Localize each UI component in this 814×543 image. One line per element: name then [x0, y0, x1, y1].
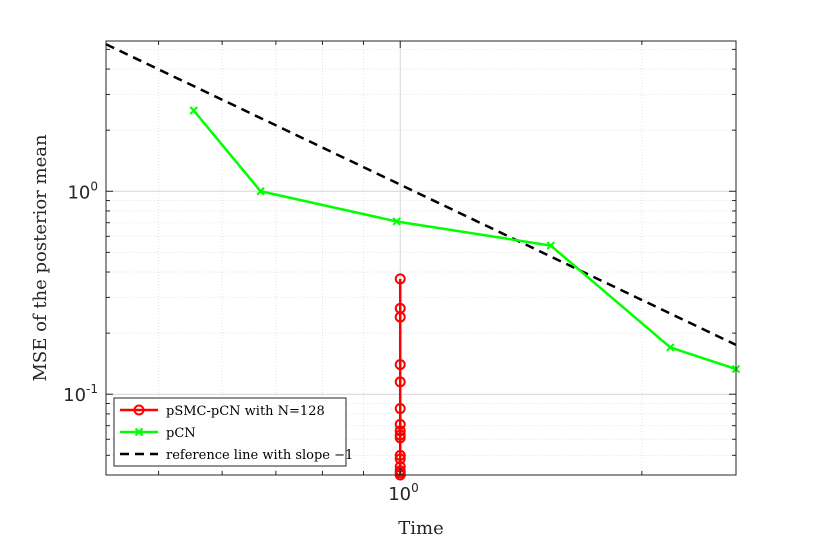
tick-marks	[106, 41, 736, 475]
series-line	[106, 43, 736, 347]
marker-stroke	[189, 106, 198, 115]
legend-label: reference line with slope −1	[166, 448, 353, 463]
y-axis-title: MSE of the posterior mean	[30, 134, 51, 382]
marker-stroke	[134, 427, 144, 437]
legend-marker	[133, 404, 145, 416]
plot-frame	[105, 40, 737, 476]
data-point	[666, 343, 675, 352]
data-point	[394, 376, 406, 388]
x-tick-label: 100	[388, 481, 419, 505]
legend-label: pCN	[166, 426, 196, 441]
data-point	[256, 187, 265, 196]
data-point	[394, 453, 406, 465]
data-point	[394, 403, 406, 415]
marker-stroke	[546, 241, 555, 250]
marker-stroke	[666, 343, 675, 352]
data-point	[392, 217, 401, 226]
data-point	[394, 273, 406, 285]
data-point	[394, 311, 406, 323]
x-axis-title: Time	[398, 518, 443, 539]
legend: pSMC-pCN with N=128 pCN reference line wit…	[113, 397, 353, 467]
data-point	[394, 425, 406, 437]
legend-marker	[134, 427, 144, 437]
data-point	[189, 106, 198, 115]
series-1	[192, 109, 736, 371]
tick-labels: 100 100 10-1	[63, 179, 419, 505]
data-point	[394, 432, 406, 444]
marker-stroke	[392, 217, 401, 226]
legend-label: pSMC-pCN with N=128	[166, 404, 325, 419]
data-point	[394, 418, 406, 430]
data-point	[394, 449, 406, 461]
data-point	[546, 241, 555, 250]
y-tick-label: 10-1	[63, 382, 98, 406]
y-tick-label: 100	[67, 179, 98, 203]
data-point	[394, 359, 406, 371]
series-2	[106, 43, 736, 347]
marker-stroke	[256, 187, 265, 196]
series-line	[192, 109, 736, 371]
